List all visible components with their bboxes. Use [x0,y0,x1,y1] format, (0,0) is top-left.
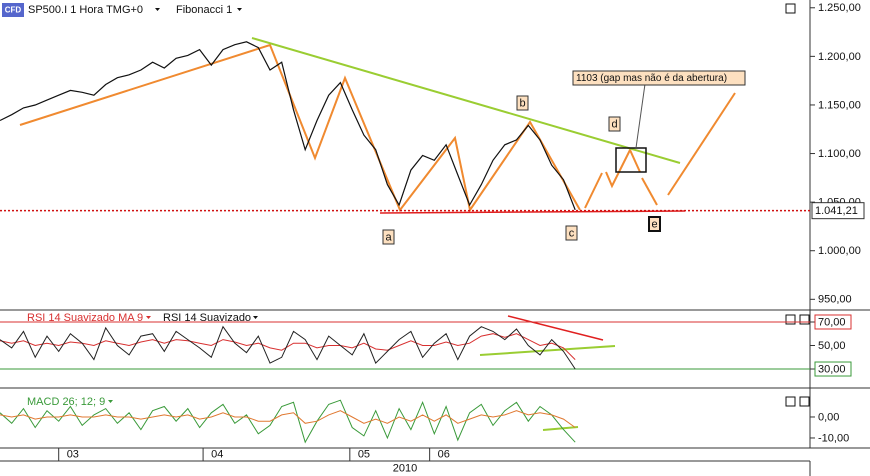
x-tick-label: 05 [358,448,370,460]
rsi-trend-line [479,345,616,356]
y-tick-label: 1.100,00 [818,148,861,160]
legend-entry[interactable]: MACD 26; 12; 9 [27,396,105,408]
x-tick-label: 04 [211,448,223,460]
dropdown-arrow[interactable] [155,8,160,11]
projection-line [605,147,641,189]
annotation: b [519,97,525,109]
x-tick-label: 06 [438,448,450,460]
last-value-box [811,202,865,220]
dropdown-arrow[interactable] [108,400,113,403]
rsi-trend-line [507,315,604,341]
annotation-box [648,216,661,232]
y-tick-label: 1.200,00 [818,51,861,63]
logo: CFD [5,6,22,15]
close-button[interactable] [799,396,810,407]
chart-title[interactable]: SP500.I 1 Hora TMG+0 [28,4,143,16]
indicator-line [0,399,576,444]
tick-label-box [814,361,852,377]
indicator-line [0,325,576,370]
annotation: a [385,231,392,243]
close-button[interactable] [799,314,810,325]
y-tick-label: 1.250,00 [818,2,861,14]
annotation-box [516,95,529,111]
legend-entry[interactable]: RSI 14 Suavizado [163,312,251,324]
x-axis-label: 2010 [393,462,417,474]
callout-box [572,70,746,86]
annotation-box [608,116,621,132]
trend-line [251,37,681,164]
annotation: e [651,218,657,230]
maximize-button[interactable] [785,396,796,407]
y-tick-label: 0,00 [818,411,839,423]
y-tick-label: 50,00 [818,340,846,352]
x-tick-label: 03 [67,448,79,460]
projection-line [584,172,603,209]
macd-trend-line [542,426,579,431]
logo-box [2,3,24,17]
callout-text: 1103 (gap mas não é da abertura) [576,73,727,84]
indicator-line [0,333,576,360]
y-tick-label: 950,00 [818,294,852,306]
gap-box [615,147,647,173]
projection-line [641,177,658,206]
study-label[interactable]: Fibonacci 1 [176,4,232,16]
last-value-label: 1.041,21 [815,205,858,217]
annotation: c [569,227,575,239]
drawings [19,37,736,431]
support-line [379,210,686,214]
annotation-box [565,225,578,241]
callout-line [635,83,646,149]
y-tick-label: 30,00 [818,363,846,375]
dropdown-arrow[interactable] [146,316,151,319]
dropdown-arrow[interactable] [237,8,242,11]
y-tick-label: 1.150,00 [818,99,861,111]
maximize-button[interactable] [785,314,796,325]
tick-label-box [814,314,852,330]
y-tick-label: 1.000,00 [818,245,861,257]
projection-line [667,92,736,196]
annotation-box [382,229,395,245]
dropdown-arrow[interactable] [253,316,258,319]
y-tick-label: 70,00 [818,316,846,328]
price-line [0,41,576,211]
y-tick-label: -10,00 [818,432,849,444]
annotation: d [611,118,617,130]
maximize-button[interactable] [785,3,796,14]
indicator-line [0,410,576,428]
legend-entry[interactable]: RSI 14 Suavizado MA 9 [27,312,143,324]
